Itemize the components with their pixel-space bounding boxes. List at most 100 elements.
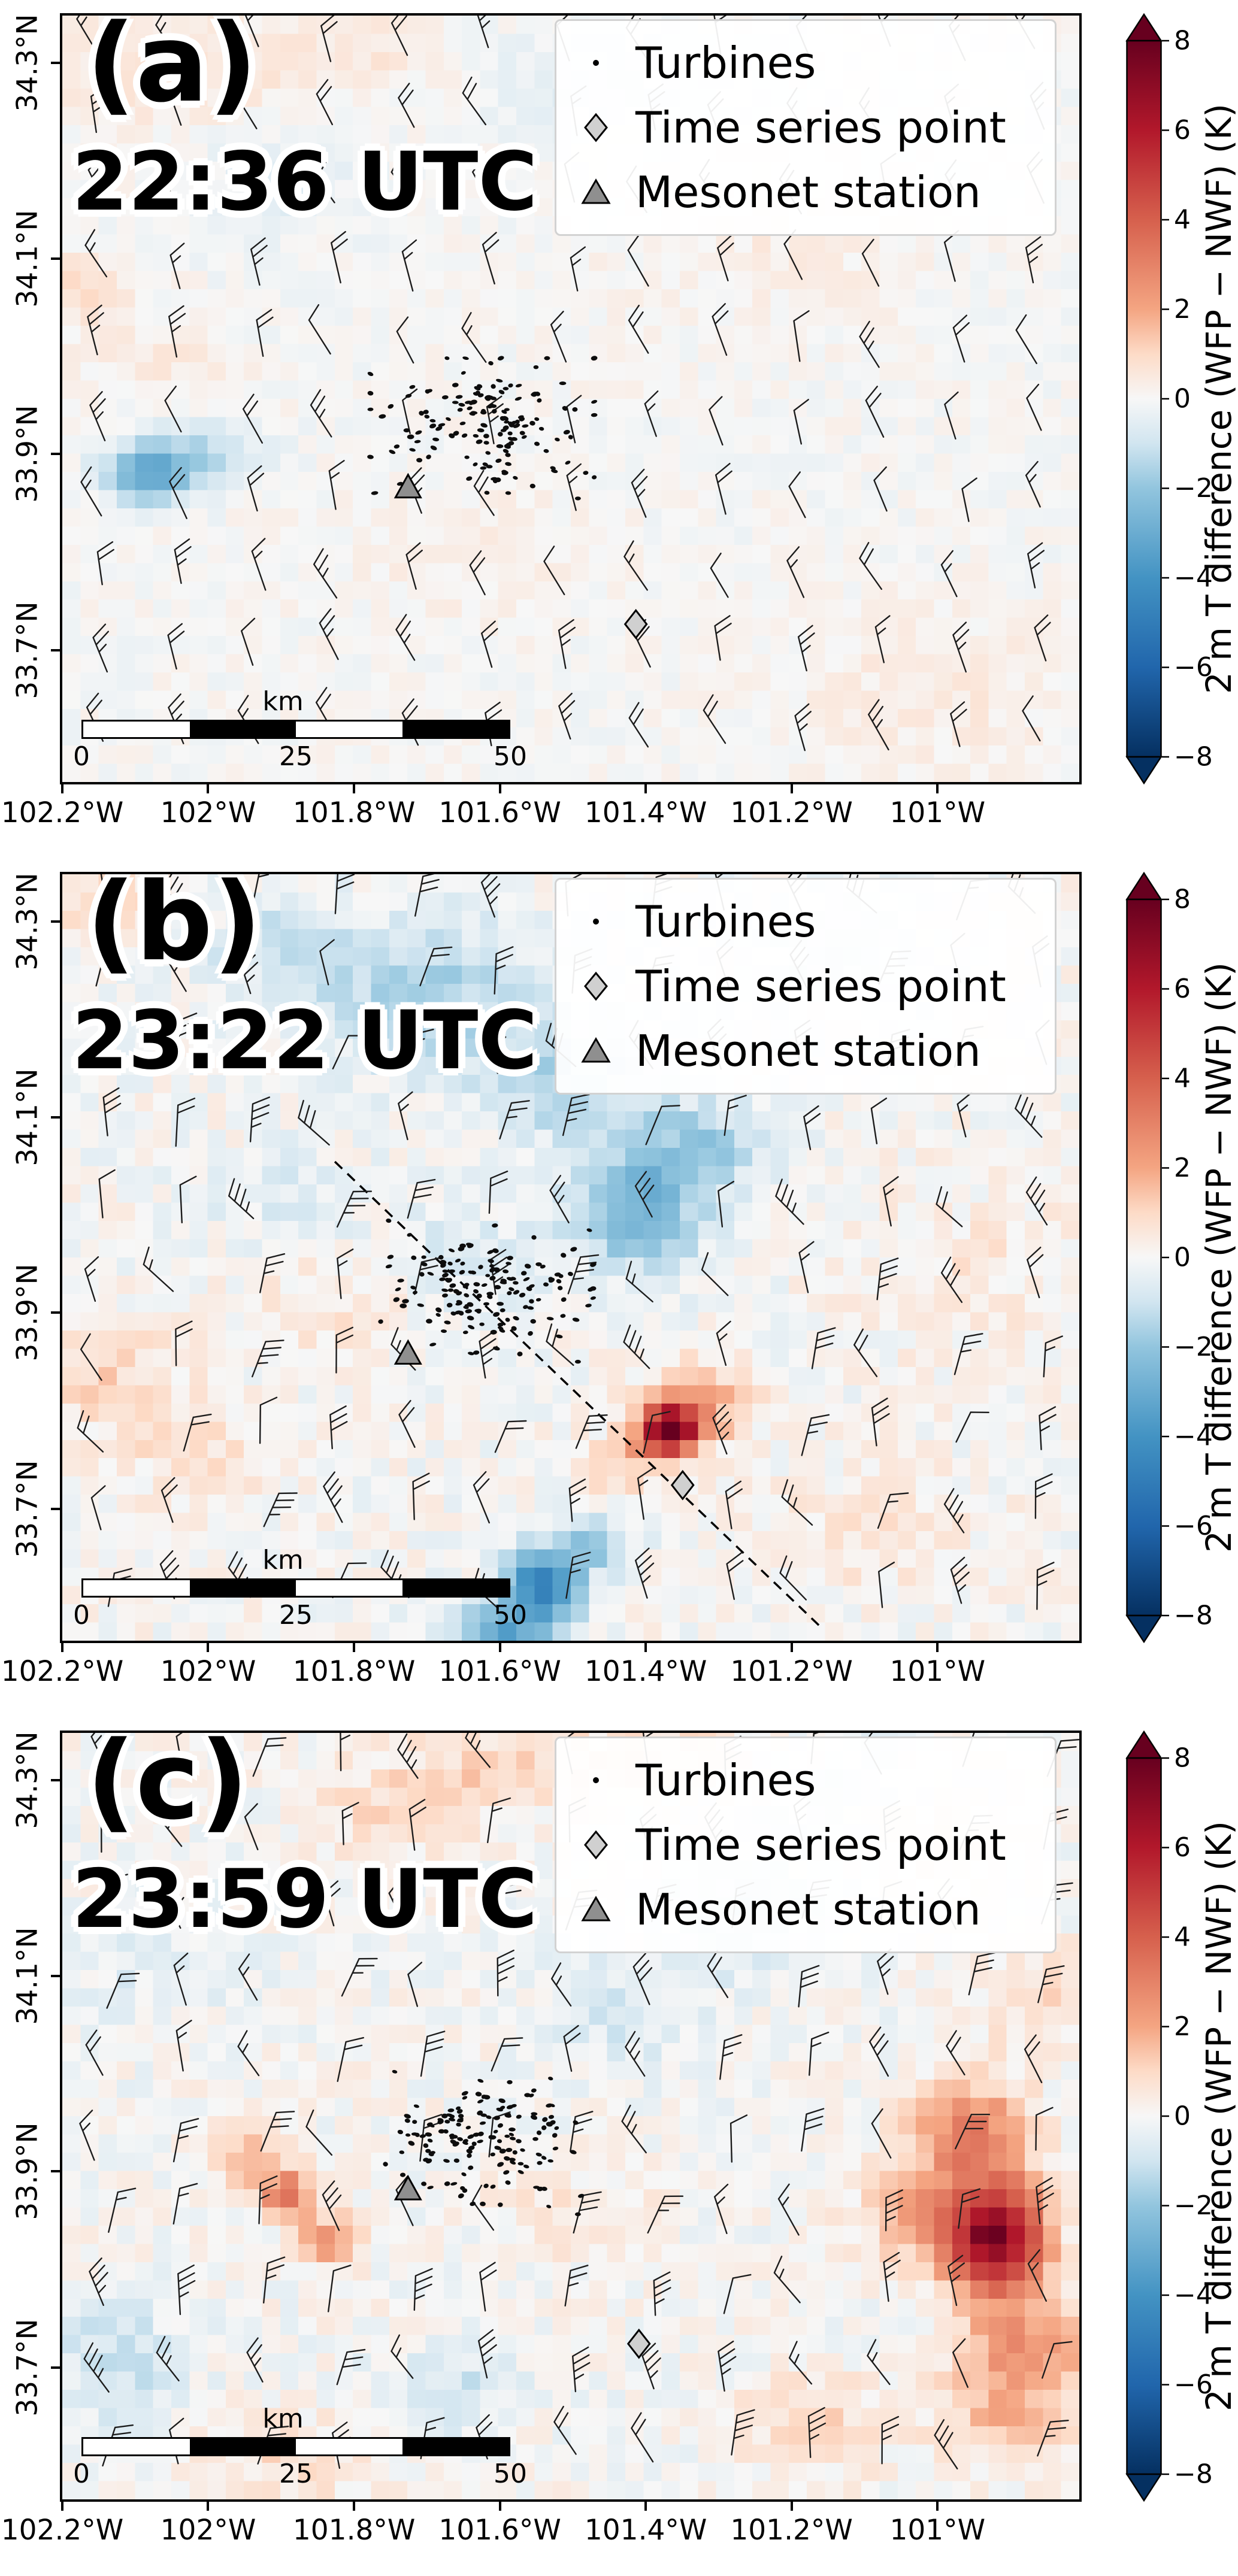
legend-label: Turbines	[635, 1755, 816, 1805]
y-tick-label: 34.1°N	[11, 210, 44, 308]
time-label: 22:36 UTC	[72, 135, 538, 229]
x-tick-mark	[936, 1643, 939, 1652]
y-tick-mark	[51, 61, 60, 64]
y-tick-label: 34.3°N	[11, 1731, 44, 1829]
y-tick-mark	[51, 1507, 60, 1510]
colorbar-tick-label: 6	[1174, 974, 1191, 1004]
colorbar-tick-label: −8	[1174, 1601, 1213, 1631]
colorbar-tick-label: 6	[1174, 1832, 1191, 1863]
x-tick-label: 101.2°W	[730, 796, 853, 829]
x-tick-label: 102°W	[160, 2514, 256, 2547]
x-tick-label: 101.6°W	[438, 1655, 561, 1688]
x-tick-label: 101°W	[889, 1655, 986, 1688]
colorbar-tick-label: 8	[1174, 884, 1191, 915]
scale-bar: km 0 25 50	[73, 1545, 527, 1635]
x-tick-mark	[61, 784, 63, 793]
outflow-boundary-dashed-line	[334, 1160, 824, 1631]
scale-bar-label-25: 25	[279, 2459, 313, 2489]
colorbar-tick-label: −8	[1174, 742, 1213, 772]
y-tick-mark	[51, 1311, 60, 1314]
map-a: (a) 22:36 UTC Turbines Time series point…	[60, 13, 1082, 784]
y-tick-label: 34.3°N	[11, 872, 44, 971]
colorbar-label: 2 m T difference (WFP − NWF) (K)	[1198, 104, 1238, 694]
y-tick-label: 34.3°N	[11, 14, 44, 112]
x-tick-mark	[498, 1643, 501, 1652]
x-tick-mark	[790, 2502, 793, 2511]
y-tick-mark	[51, 1974, 60, 1977]
x-tick-label: 101.8°W	[292, 2514, 416, 2547]
mesonet-station-marker	[394, 472, 422, 499]
x-tick-label: 102.2°W	[1, 796, 124, 829]
time-series-point-marker	[623, 608, 648, 640]
legend-label: Turbines	[635, 896, 816, 947]
turbine-dot-icon	[556, 1763, 635, 1797]
legend-item-mesonet-station: Mesonet station	[556, 1019, 1055, 1083]
x-tick-mark	[644, 1643, 647, 1652]
y-tick-label: 33.9°N	[11, 405, 44, 503]
colorbar-tick-label: 0	[1174, 2101, 1191, 2132]
x-tick-mark	[790, 784, 793, 793]
x-tick-label: 101.4°W	[584, 2514, 707, 2547]
scale-bar-track	[81, 1578, 510, 1598]
legend-label: Mesonet station	[635, 1026, 981, 1076]
scale-bar-track	[81, 2437, 510, 2456]
wind-barbs	[77, 874, 1063, 1610]
colorbar-tick-label: −2	[1174, 473, 1213, 504]
y-tick-label: 33.9°N	[11, 2122, 44, 2220]
x-tick-mark	[936, 2502, 939, 2511]
legend: Turbines Time series point Mesonet stati…	[555, 19, 1057, 236]
scale-bar-unit: km	[262, 2404, 304, 2434]
panel-label: (a)	[86, 13, 258, 126]
colorbar-tick-label: 4	[1174, 205, 1191, 235]
colorbar-gradient	[1126, 1757, 1162, 2475]
scale-bar-unit: km	[262, 686, 304, 717]
panel-b: (b) 23:22 UTC Turbines Time series point…	[0, 859, 1238, 1717]
legend-label: Mesonet station	[635, 167, 981, 217]
colorbar-tick-label: −4	[1174, 563, 1213, 593]
colorbar-label: 2 m T difference (WFP − NWF) (K)	[1198, 1821, 1238, 2411]
x-tick-mark	[498, 2502, 501, 2511]
y-tick-label: 33.7°N	[11, 1460, 44, 1558]
x-tick-mark	[207, 784, 210, 793]
y-tick-mark	[51, 2366, 60, 2369]
x-tick-mark	[936, 784, 939, 793]
colorbar-gradient	[1126, 898, 1162, 1617]
colorbar: 8 6 4 2 0 −2 −4 −6 −8	[1125, 871, 1213, 1644]
x-tick-label: 101.8°W	[292, 796, 416, 829]
x-tick-label: 101.8°W	[292, 1655, 416, 1688]
x-tick-label: 101.4°W	[584, 796, 707, 829]
x-tick-mark	[207, 1643, 210, 1652]
legend-item-turbines: Turbines	[556, 889, 1055, 954]
scale-bar-label-50: 50	[494, 1600, 527, 1631]
turbines	[367, 356, 598, 501]
colorbar-tick-label: −6	[1174, 2369, 1213, 2400]
x-tick-mark	[353, 1643, 356, 1652]
legend-item-time-series-point: Time series point	[556, 1813, 1055, 1877]
time-series-point-marker	[670, 1469, 695, 1501]
legend: Turbines Time series point Mesonet stati…	[555, 878, 1057, 1095]
legend-label: Turbines	[635, 38, 816, 88]
x-tick-label: 101.6°W	[438, 2514, 561, 2547]
x-tick-mark	[644, 2502, 647, 2511]
x-tick-mark	[207, 2502, 210, 2511]
colorbar-extend-min	[1125, 1614, 1163, 1644]
turbines	[378, 1219, 597, 1364]
x-tick-mark	[644, 784, 647, 793]
x-tick-label: 102°W	[160, 796, 256, 829]
colorbar-tick-label: −4	[1174, 1422, 1213, 1452]
legend-label: Time series point	[635, 961, 1006, 1011]
colorbar-extend-min	[1125, 756, 1163, 785]
x-tick-label: 101.2°W	[730, 1655, 853, 1688]
x-tick-mark	[353, 2502, 356, 2511]
x-tick-mark	[353, 784, 356, 793]
colorbar: 8 6 4 2 0 −2 −4 −6 −8	[1125, 1730, 1213, 2502]
colorbar-tick-label: 2	[1174, 2011, 1191, 2042]
colorbar-extend-min	[1125, 2473, 1163, 2502]
time-series-point-marker	[626, 2328, 651, 2359]
scale-bar-label-50: 50	[494, 741, 527, 772]
legend-item-time-series-point: Time series point	[556, 954, 1055, 1019]
colorbar: 8 6 4 2 0 −2 −4 −6 −8	[1125, 13, 1213, 785]
colorbar-tick-label: −2	[1174, 2190, 1213, 2221]
map-b: (b) 23:22 UTC Turbines Time series point…	[60, 872, 1082, 1643]
y-tick-mark	[51, 2170, 60, 2173]
